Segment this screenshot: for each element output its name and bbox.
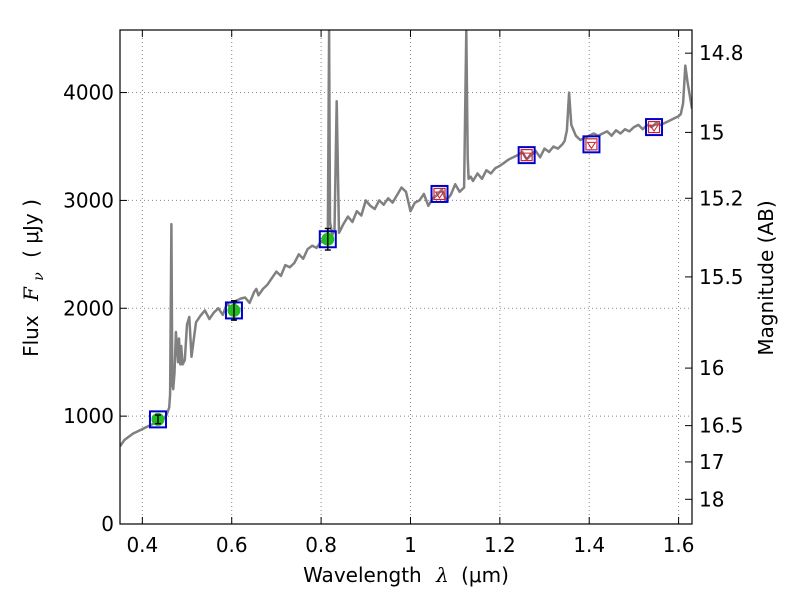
y-tick-label: 3000 — [63, 188, 114, 212]
upper-limit-marker — [520, 149, 533, 162]
y2-tick-label: 15 — [699, 120, 724, 144]
x-tick-label: 1.2 — [484, 533, 516, 557]
x-tick-label: 0.8 — [305, 533, 337, 557]
y2-axis-label: Magnitude (AB) — [754, 200, 778, 355]
y-axis-label-unit: ( μJy ) — [19, 199, 43, 258]
x-tick-label: 0.4 — [126, 533, 158, 557]
y-tick-label: 2000 — [63, 296, 114, 320]
spectrum-layer — [120, 30, 692, 448]
grid-lines — [120, 30, 692, 525]
upper-limit-arrow — [586, 141, 597, 150]
y2-tick-label: 18 — [699, 487, 724, 511]
upper-limit-marker — [647, 120, 661, 134]
x-axis-label: Wavelength λ (μm) — [303, 563, 509, 587]
upper-limit-arrow — [521, 152, 532, 161]
model-flux-marker — [430, 184, 449, 203]
upper-limit-arrow — [434, 191, 445, 199]
data-points-layer — [148, 118, 664, 429]
x-tick-label: 1 — [404, 533, 417, 557]
y2-tick-label: 15.2 — [699, 186, 744, 210]
x-tick-label: 1.6 — [663, 533, 695, 557]
x-tick-label: 0.6 — [216, 533, 248, 557]
model-flux-marker — [148, 410, 167, 429]
x-tick-label: 1.4 — [573, 533, 605, 557]
y-tick-label: 1000 — [63, 404, 114, 428]
y-tick-label: 4000 — [63, 81, 114, 105]
model-flux-marker — [517, 146, 536, 165]
x-axis-label-symbol: λ — [435, 563, 449, 587]
x-axis-label-unit: (μm) — [461, 563, 509, 587]
y2-tick-label: 17 — [699, 450, 724, 474]
upper-limit-marker — [433, 187, 446, 201]
y2-tick-label: 14.8 — [699, 41, 744, 65]
plot-frame — [119, 29, 693, 525]
y-axis-label-subscript: ν — [31, 272, 47, 281]
y-tick-label: 0 — [101, 512, 114, 536]
y-axis-label: Flux F ν ( μJy ) — [19, 199, 48, 357]
model-flux-marker — [645, 118, 664, 137]
y-axis-label-prefix: Flux — [19, 315, 43, 357]
y-axis-label-symbol: F — [19, 286, 43, 302]
y2-tick-label: 16.5 — [699, 414, 744, 438]
upper-limit-arrow — [649, 124, 659, 132]
spectrum-line — [120, 30, 692, 448]
y2-tick-label: 15.5 — [699, 265, 744, 289]
upper-limit-marker — [585, 138, 598, 151]
x-axis-label-prefix: Wavelength — [303, 563, 422, 587]
y2-tick-label: 16 — [699, 356, 724, 380]
model-flux-marker — [582, 135, 601, 154]
axis-ticks: 0.4 0.6 0.8 1 1.2 1.4 1.6 0 1000 2000 3000 4000 14.8… — [63, 30, 744, 557]
